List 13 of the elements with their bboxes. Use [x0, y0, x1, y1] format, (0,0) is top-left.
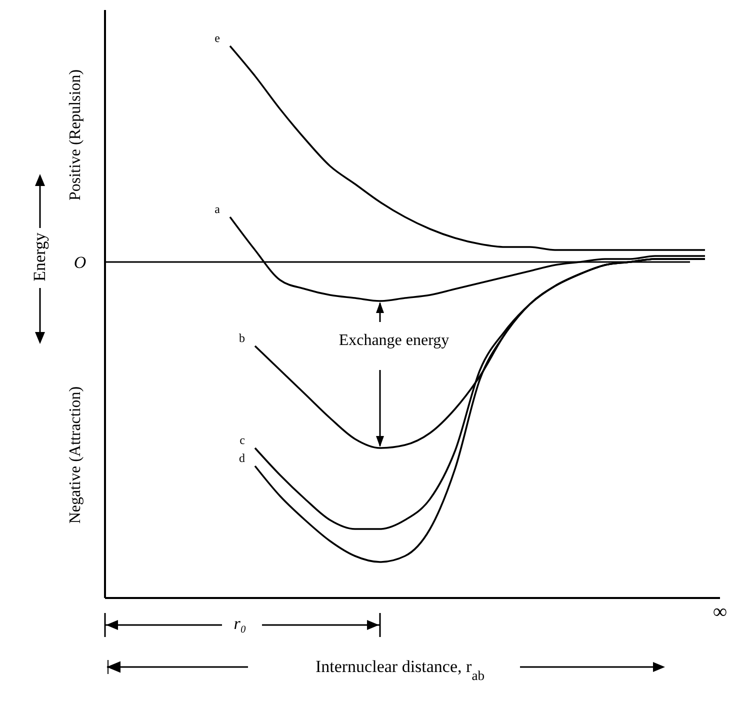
text: ∞: [712, 601, 728, 623]
series-label: e: [214, 31, 220, 45]
series-label: b: [239, 331, 245, 345]
series-label: c: [240, 433, 245, 447]
text: r₀: [234, 614, 246, 633]
annotation: Exchange energy: [338, 332, 450, 349]
series-label: a: [214, 202, 221, 216]
text: Positive (Repulsion): [67, 69, 84, 201]
text: Negative (Attraction): [67, 386, 84, 524]
series-label: d: [239, 451, 245, 465]
text: O: [74, 253, 86, 272]
y-axis-title: Energy: [30, 232, 49, 282]
text: Internuclear distance, r$_{ab}$: [315, 657, 485, 682]
